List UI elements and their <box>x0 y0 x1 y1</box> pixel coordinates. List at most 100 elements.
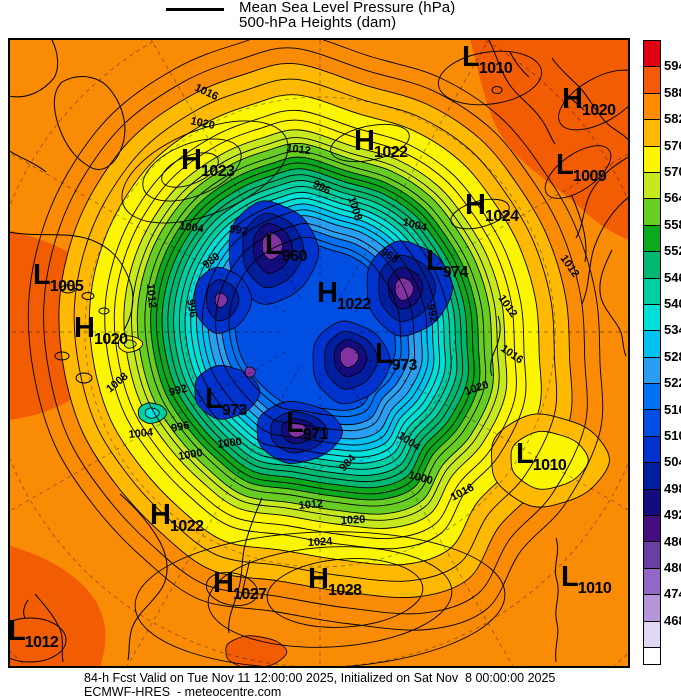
coastline <box>34 593 64 663</box>
isobar-contour <box>27 38 604 631</box>
isobar-loop <box>142 138 242 202</box>
colorbar-label: 516 <box>664 401 681 417</box>
isobar-loop <box>207 546 453 648</box>
colorbar-block <box>644 436 660 464</box>
map-shape <box>470 38 630 240</box>
colorbar-block <box>644 146 660 173</box>
colorbar-block <box>644 410 660 437</box>
pressure-letter: L <box>462 41 480 73</box>
pressure-center-label: L1005 <box>33 259 84 296</box>
coastline <box>571 195 587 263</box>
pressure-letter: L <box>33 259 51 291</box>
pressure-center-label: L1009 <box>556 149 607 186</box>
colorbar-label: 528 <box>664 348 681 364</box>
isobar-loop <box>161 152 219 188</box>
isobar-contour <box>201 209 429 446</box>
coastline <box>581 195 630 305</box>
colorbar-block <box>644 304 660 332</box>
colorbar-block <box>644 489 660 517</box>
colorbar-block <box>644 595 660 622</box>
footer-validity-text: 84-h Fcst Valid on Tue Nov 11 12:00:00 2… <box>84 671 556 685</box>
pressure-value: 973 <box>221 402 248 419</box>
contour-label: 1004 <box>179 220 206 235</box>
pressure-letter: H <box>354 125 375 157</box>
pressure-value: 1010 <box>577 580 612 597</box>
coastline <box>239 559 251 601</box>
isobar-loop <box>205 571 259 607</box>
contour-label: 996 <box>170 419 190 435</box>
graticule-meridian <box>354 152 630 313</box>
colorbar-label: 474 <box>664 586 681 602</box>
coastline <box>8 231 134 331</box>
isobar-contour <box>190 197 441 458</box>
graticule-meridian <box>149 38 301 298</box>
graticule-parallel <box>184 196 456 468</box>
pressure-center-label: H1022 <box>150 499 204 536</box>
lake-outline <box>75 372 93 384</box>
isobar-loop <box>544 145 612 199</box>
contour-label: 1012 <box>286 142 312 157</box>
pressure-center-label: H1022 <box>317 279 371 314</box>
coastline <box>551 57 630 143</box>
isobar-loop <box>437 50 543 106</box>
lake-outline <box>81 292 95 300</box>
colorbar-label: 540 <box>664 296 681 311</box>
vortex-lobe <box>194 365 261 420</box>
pressure-letter: H <box>150 499 171 531</box>
pressure-value: 1005 <box>49 278 84 295</box>
pressure-letter: H <box>181 144 202 176</box>
pressure-center-label: L1012 <box>8 617 59 652</box>
legend-line-symbol <box>166 8 224 11</box>
isobar-contour <box>155 162 475 495</box>
height-band <box>510 430 589 490</box>
contour-label: 992 <box>228 223 248 238</box>
colorbar-block <box>644 331 660 358</box>
graticule-meridian <box>8 151 286 313</box>
isobar-loop <box>450 198 510 230</box>
pressure-center-label: H1023 <box>181 144 235 181</box>
colorbar-block <box>644 120 660 147</box>
colorbar-block <box>644 647 660 664</box>
isobar-loop <box>266 558 424 628</box>
lake-outline <box>98 307 110 315</box>
graticule-meridian <box>339 366 515 668</box>
pressure-letter: L <box>556 149 574 181</box>
colorbar-label: 546 <box>664 269 681 285</box>
colorbar-label: 582 <box>664 111 681 127</box>
pressure-value: 1010 <box>478 60 513 77</box>
isobar-contour <box>43 47 588 615</box>
pressure-value: 973 <box>391 357 418 374</box>
pressure-letter: L <box>375 338 393 370</box>
colorbar-label: 492 <box>664 507 681 523</box>
colorbar-label: 558 <box>664 216 681 232</box>
isobar-loop <box>8 617 67 663</box>
lake-outline <box>54 351 70 361</box>
pressure-value: 960 <box>281 248 308 265</box>
colorbar-block <box>644 357 660 385</box>
pressure-value: 971 <box>302 426 329 443</box>
pressure-value: 1020 <box>581 102 616 119</box>
pressure-value: 1009 <box>572 168 607 185</box>
pressure-center-label: H1027 <box>213 569 267 604</box>
height-colorbar <box>643 40 661 665</box>
pressure-letter: L <box>561 561 579 593</box>
graticule-meridian <box>125 366 301 668</box>
pressure-value: 1024 <box>484 208 519 225</box>
contour-label: 1012 <box>144 283 158 308</box>
pressure-letter: L <box>205 383 223 415</box>
contour-label: 1004 <box>128 426 154 441</box>
pressure-value: 1028 <box>327 582 362 599</box>
colorbar-label: 576 <box>664 137 681 153</box>
colorbar-block <box>644 41 660 68</box>
colorbar-block <box>644 67 660 94</box>
colorbar-label: 564 <box>664 190 681 206</box>
colorbar-label: 588 <box>664 84 681 100</box>
colorbar-block <box>644 93 660 121</box>
colorbar-label: 510 <box>664 428 681 443</box>
pressure-value: 1022 <box>169 518 204 535</box>
contour-label: 992 <box>168 383 189 399</box>
colorbar-label: 534 <box>664 322 681 338</box>
pressure-value: 1012 <box>24 634 59 651</box>
lake-outline <box>60 284 76 294</box>
vortex-core <box>244 366 256 378</box>
